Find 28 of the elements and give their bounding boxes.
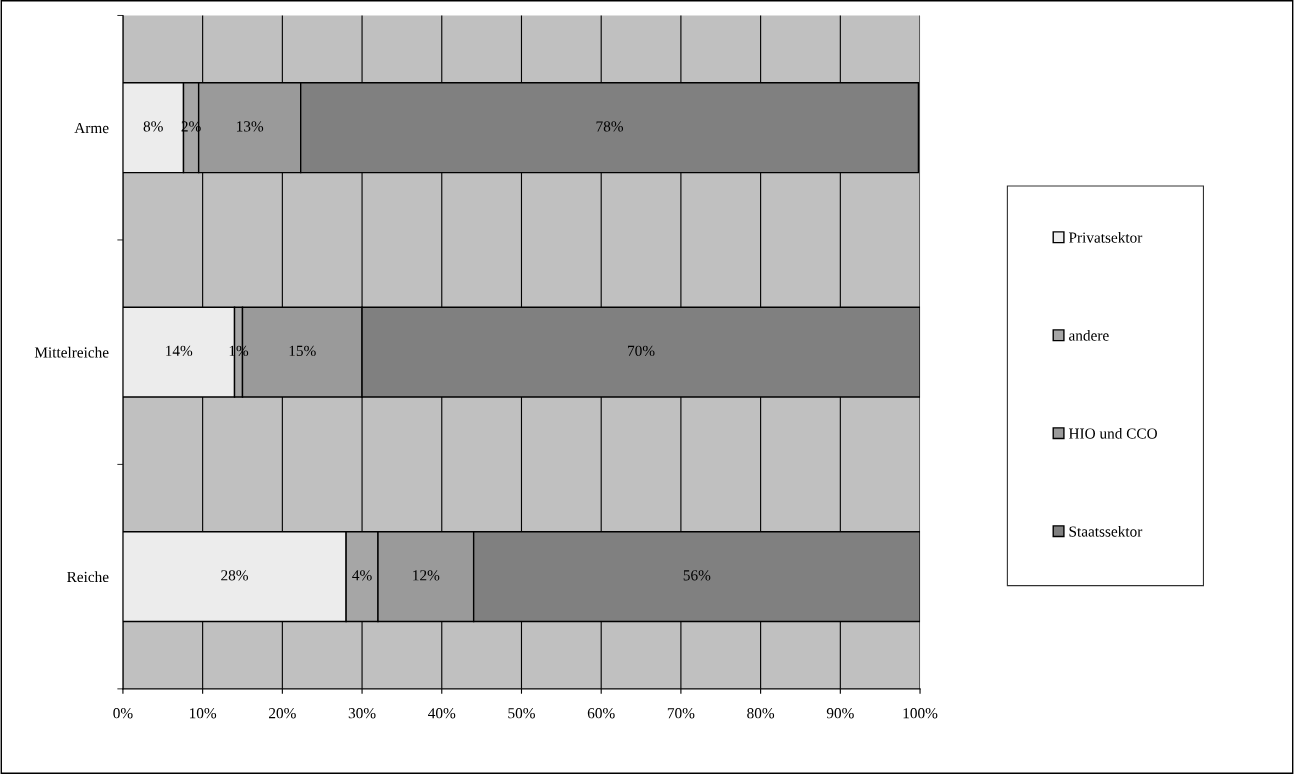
x-tick-label: 0% <box>113 708 133 719</box>
data-label: 12% <box>413 570 440 581</box>
x-tick-label: 30% <box>348 708 376 719</box>
legend-label: Staatssektor <box>1069 525 1143 537</box>
y-tick-label: Reiche <box>67 571 109 583</box>
x-tick-label: 50% <box>508 708 535 719</box>
y-tick-label: Mittelreiche <box>34 346 109 358</box>
legend-label: HIO und CCO <box>1068 427 1157 439</box>
data-label: 28% <box>221 570 249 581</box>
data-label: 70% <box>628 345 655 357</box>
data-label: 56% <box>683 570 711 581</box>
legend-label: Privatsektor <box>1068 231 1143 243</box>
legend-label: andere <box>1069 329 1109 341</box>
x-tick-label: 100% <box>903 708 938 719</box>
data-label: 14% <box>166 345 193 357</box>
x-tick-label: 90% <box>826 708 854 719</box>
x-tick-label: 20% <box>269 708 296 719</box>
data-label: 15% <box>289 345 316 357</box>
x-tick-label: 80% <box>747 708 775 719</box>
y-tick-label: Arme <box>74 122 109 134</box>
data-label: 78% <box>596 121 624 132</box>
data-label: 8% <box>143 121 163 132</box>
x-tick-label: 10% <box>189 708 217 719</box>
data-label: 4% <box>352 570 372 581</box>
x-tick-label: 70% <box>667 708 695 719</box>
x-tick-label: 40% <box>428 708 456 719</box>
x-tick-label: 60% <box>587 708 615 719</box>
data-label: 13% <box>237 121 264 132</box>
